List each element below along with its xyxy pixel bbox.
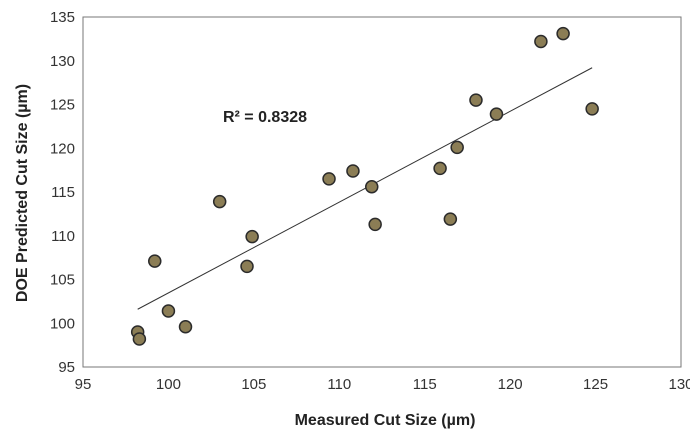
data-point	[212, 194, 227, 209]
data-point	[534, 34, 548, 49]
x-tick-label: 115	[413, 376, 437, 393]
data-point	[364, 180, 379, 194]
x-axis-label: Measured Cut Size (µm)	[295, 412, 476, 429]
x-tick-label: 120	[498, 376, 523, 393]
data-point	[322, 172, 336, 186]
x-tick-label: 95	[75, 376, 92, 393]
data-point	[433, 161, 447, 176]
y-tick-label: 130	[50, 53, 75, 70]
y-tick-label: 135	[50, 9, 75, 26]
data-point	[489, 107, 504, 121]
data-point	[556, 26, 570, 41]
data-point	[245, 229, 259, 244]
y-tick-label: 95	[58, 359, 75, 376]
x-tick-label: 125	[583, 376, 608, 393]
data-point	[161, 304, 176, 318]
data-point	[450, 140, 464, 155]
data-point	[368, 217, 382, 232]
r-squared-annotation: R² = 0.8328	[223, 109, 307, 126]
data-points	[130, 26, 599, 346]
x-tick-label: 110	[327, 376, 351, 393]
trendline	[137, 67, 593, 310]
y-axis-label: DOE Predicted Cut Size (µm)	[14, 84, 31, 302]
x-tick-label: 130	[668, 376, 690, 393]
data-point	[240, 259, 254, 274]
y-tick-label: 120	[50, 140, 75, 157]
data-point	[469, 93, 483, 107]
plot-area	[82, 16, 682, 368]
axis-ticks: 95 100 105 110 115 120 125 130 95 100 105 110 115 120…	[50, 9, 690, 393]
data-point	[132, 332, 147, 346]
y-tick-label: 115	[51, 184, 75, 201]
y-tick-label: 125	[50, 97, 75, 114]
y-tick-label: 110	[51, 228, 75, 245]
data-point	[148, 254, 162, 268]
x-tick-label: 100	[156, 376, 181, 393]
trendline-layer	[137, 67, 593, 310]
data-point	[178, 320, 193, 334]
x-tick-label: 105	[241, 376, 266, 393]
data-point	[443, 212, 458, 226]
y-tick-label: 100	[50, 315, 75, 332]
y-tick-label: 105	[50, 272, 75, 289]
data-point	[346, 164, 360, 178]
data-point	[585, 102, 599, 116]
